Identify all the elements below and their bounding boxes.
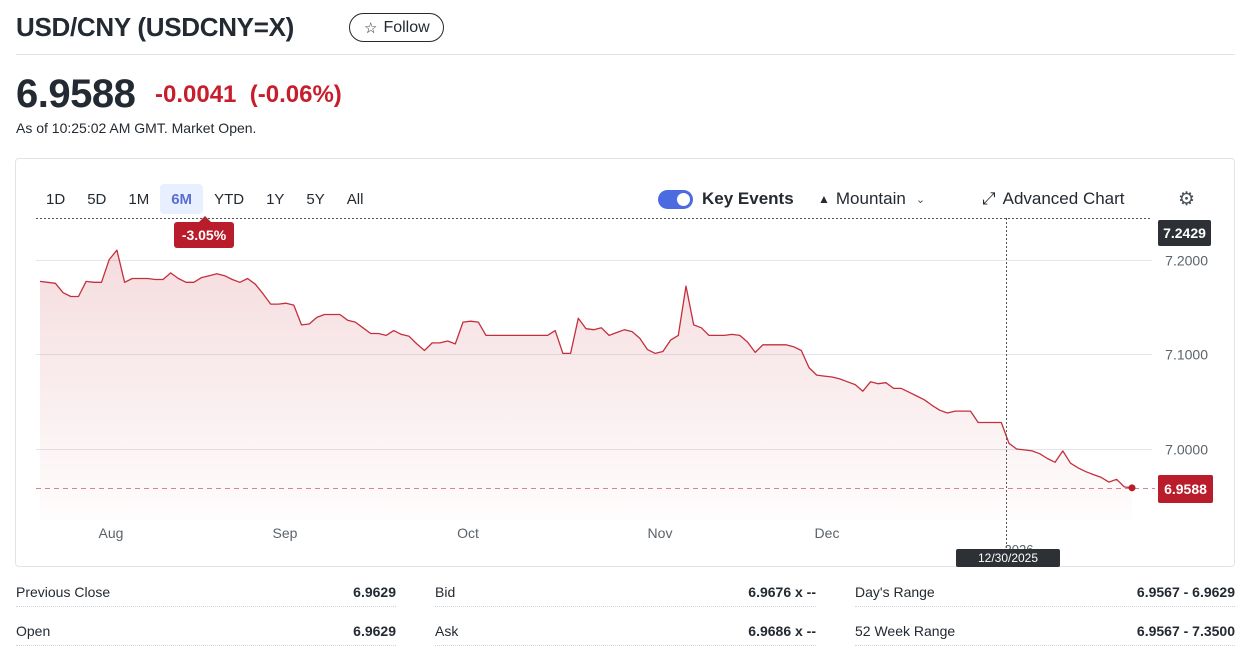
as-of-timestamp: As of 10:25:02 AM GMT. Market Open.: [16, 120, 257, 136]
gear-icon[interactable]: ⚙: [1178, 189, 1196, 210]
hover-price-box: [1158, 220, 1211, 246]
range-1y[interactable]: 1Y: [266, 190, 285, 208]
current-price: 6.9588: [16, 72, 136, 116]
range-all[interactable]: All: [346, 190, 364, 208]
range-6m[interactable]: 6M: [160, 184, 204, 214]
stat-value: 6.9686 x --: [748, 623, 816, 639]
advanced-chart-button[interactable]: ⤢ Advanced Chart: [982, 189, 1125, 209]
page-title: USD/CNY (USDCNY=X): [16, 12, 294, 42]
stat-label: Previous Close: [16, 584, 111, 600]
price-change-value: -0.0041: [155, 81, 237, 108]
stat-label: Open: [16, 623, 51, 639]
x-tick-label: Aug: [99, 525, 124, 541]
follow-button[interactable]: ☆ Follow: [349, 13, 444, 42]
range-1m[interactable]: 1M: [128, 190, 150, 208]
stat-value: 6.9567 - 7.3500: [1136, 623, 1235, 639]
stat-52-week-range: 52 Week Range 6.9567 - 7.3500: [855, 619, 1235, 646]
last-point-marker: [1128, 484, 1136, 492]
stat-previous-close: Previous Close 6.9629: [16, 580, 396, 607]
stat-label: 52 Week Range: [855, 623, 956, 639]
key-events-label: Key Events: [702, 189, 794, 208]
x-tick-label: Dec: [815, 525, 840, 541]
hover-price-label: 7.2429: [1163, 225, 1206, 241]
y-tick-label: 7.2000: [1165, 253, 1208, 269]
hover-date-box: [956, 549, 1060, 567]
stat-value: 6.9629: [353, 623, 396, 639]
stat-value: 6.9567 - 6.9629: [1136, 584, 1235, 600]
stat-open: Open 6.9629: [16, 619, 396, 646]
stat-label: Day's Range: [855, 584, 935, 600]
current-price-box: [1158, 475, 1213, 503]
y-tick-label: 7.0000: [1165, 442, 1208, 458]
x-tick-label: Sep: [273, 525, 298, 541]
range-selector: 1D 5D 1M 6M YTD 1Y 5Y All: [35, 184, 374, 214]
price-change-percent: (-0.06%): [249, 81, 342, 108]
stat-value: 6.9676 x --: [748, 584, 816, 600]
range-5y[interactable]: 5Y: [306, 190, 325, 208]
stat-label: Bid: [435, 584, 456, 600]
price-area-fill: [40, 250, 1132, 520]
x-tick-label: Nov: [648, 525, 673, 541]
chart-card: [15, 158, 1235, 567]
expand-arrow-icon: ⤢: [982, 189, 996, 208]
quote-header: USD/CNY (USDCNY=X) ☆ Follow: [16, 10, 1235, 55]
stat-ask: Ask 6.9686 x --: [435, 619, 816, 646]
range-ytd[interactable]: YTD: [214, 190, 245, 208]
mountain-icon: ▲: [818, 192, 830, 206]
y-tick-label: 7.1000: [1165, 347, 1208, 363]
follow-label: Follow: [383, 18, 430, 36]
key-events-toggle[interactable]: [658, 190, 693, 209]
star-outline-icon: ☆: [364, 19, 378, 37]
range-1d[interactable]: 1D: [46, 190, 66, 208]
price-line: [39, 249, 1133, 489]
range-change-badge: -3.05%: [174, 216, 234, 248]
chevron-down-icon: ⌄: [915, 193, 926, 206]
current-price-label: 6.9588: [1164, 481, 1207, 497]
toggle-knob: [677, 193, 690, 206]
stat-value: 6.9629: [353, 584, 396, 600]
stat-label: Ask: [435, 623, 459, 639]
stat-days-range: Day's Range 6.9567 - 6.9629: [855, 580, 1235, 607]
price-change: -0.0041 (-0.06%): [155, 81, 342, 109]
stat-bid: Bid 6.9676 x --: [435, 580, 816, 607]
advanced-chart-label: Advanced Chart: [1002, 189, 1125, 208]
chart-type-label: Mountain: [835, 189, 906, 208]
hover-date-label: 12/30/2025: [978, 551, 1038, 565]
x-tick-label: Oct: [457, 525, 479, 541]
chart-type-dropdown[interactable]: ▲ Mountain ⌄: [818, 189, 925, 209]
range-5d[interactable]: 5D: [87, 190, 107, 208]
